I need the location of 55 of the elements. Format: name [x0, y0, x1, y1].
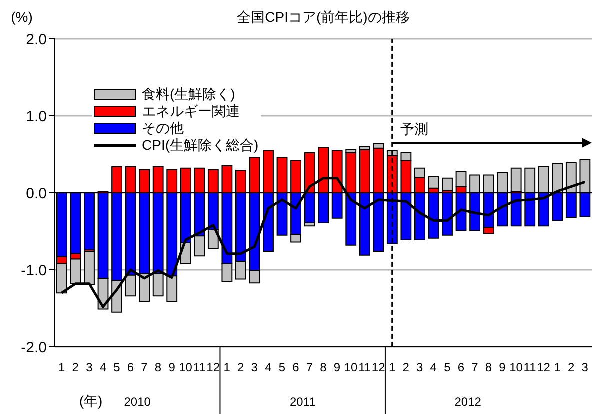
x-tick-label: 9 — [334, 360, 341, 375]
text: 2010 — [124, 395, 152, 409]
y-tick-label: -1.0 — [21, 262, 47, 280]
x-tick-label: 4 — [265, 360, 272, 375]
x-tick-label: 2 — [402, 360, 410, 375]
x-tick-label: 3 — [416, 360, 424, 375]
y-tick-label: -2.0 — [21, 339, 47, 356]
y-tick-label: 0.0 — [26, 185, 47, 202]
x-tick-label: 2 — [568, 360, 575, 375]
y-axis-title: (%) — [11, 9, 33, 25]
legend-label: CPI(生鮮除く総合) — [142, 137, 259, 154]
x-tick-label: 4 — [430, 360, 438, 375]
x-tick-label: 10 — [179, 360, 193, 375]
x-tick-label: 8 — [485, 360, 492, 375]
x-tick-label: 1 — [58, 360, 66, 375]
y-tick-label: 1.0 — [26, 108, 47, 126]
x-tick-label: 6 — [458, 360, 465, 375]
x-tick-label: 8 — [320, 360, 328, 375]
x-tick-label: 12 — [372, 360, 386, 375]
x-tick-label: 1 — [554, 360, 562, 375]
x-tick-label: 5 — [278, 360, 286, 375]
x-tick-label: 12 — [537, 360, 551, 375]
x-tick-label: 3 — [86, 360, 94, 375]
x-tick-label: 2 — [238, 360, 245, 375]
x-tick-label: 5 — [114, 360, 121, 375]
x-tick-label: 3 — [251, 360, 258, 375]
x-tick-label: 5 — [444, 360, 452, 375]
text: 2011 — [290, 395, 316, 409]
ref-line-label: 予測 — [400, 121, 428, 137]
x-tick-label: 9 — [168, 360, 176, 375]
x-tick-label: 11 — [524, 360, 537, 375]
x-tick-label: 9 — [499, 360, 506, 375]
x-tick-label: 2 — [72, 360, 80, 375]
x-tick-label: 10 — [344, 360, 358, 375]
x-tick-label: 1 — [224, 360, 231, 375]
chart-title: 全国CPIコア(前年比)の推移 — [237, 9, 410, 25]
x-tick-label: 10 — [510, 360, 524, 375]
x-tick-label: 3 — [582, 360, 589, 375]
legend-label: その他 — [142, 120, 184, 137]
x-tick-label: 1 — [389, 360, 396, 375]
text: (年) — [79, 393, 103, 409]
x-tick-label: 7 — [141, 360, 148, 375]
x-tick-label: 11 — [193, 360, 206, 375]
y-tick-label: 2.0 — [26, 31, 47, 48]
x-tick-label: 7 — [306, 360, 314, 375]
x-tick-label: 12 — [206, 360, 220, 375]
x-tick-label: 8 — [154, 360, 162, 375]
legend-label: 食料(生鮮除く) — [142, 86, 236, 103]
x-tick-label: 4 — [100, 360, 107, 375]
legend-label: エネルギー関連 — [142, 103, 240, 120]
x-tick-label: 7 — [472, 360, 479, 375]
x-tick-label: 11 — [358, 360, 372, 375]
x-tick-label: 6 — [292, 360, 300, 375]
x-tick-label: 6 — [127, 360, 134, 375]
text: 2012 — [454, 395, 482, 409]
